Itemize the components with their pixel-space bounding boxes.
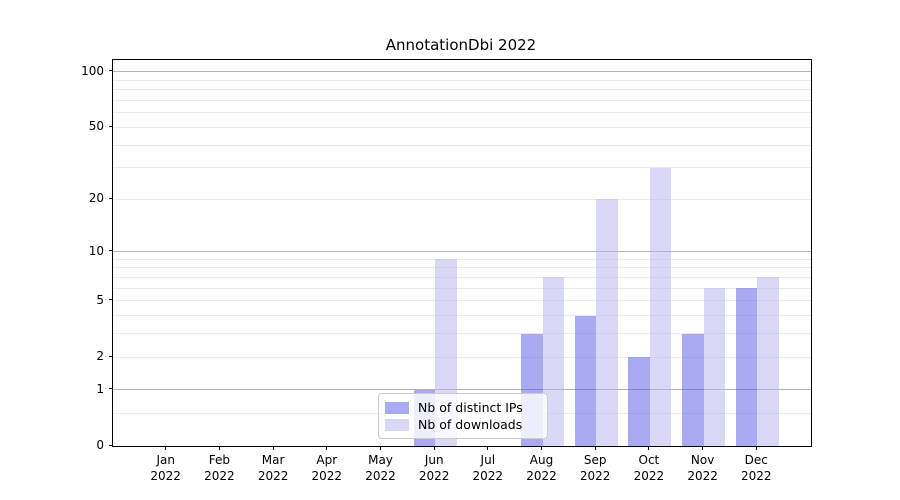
gridline-7 — [113, 276, 811, 278]
y-tick-mark-50 — [109, 125, 113, 127]
legend-label-distinct-ips: Nb of distinct IPs — [418, 400, 523, 415]
x-tick-mark-apr — [326, 446, 328, 450]
bar-downloads-dec — [757, 277, 779, 446]
gridline-5 — [113, 300, 811, 302]
x-tick-mark-feb — [218, 446, 220, 450]
gridline-50 — [113, 126, 811, 128]
x-tick-mark-dec — [755, 446, 757, 450]
x-tick-label-jan: Jan 2022 — [150, 453, 181, 483]
y-tick-label-1: 1 — [96, 381, 104, 396]
y-tick-label-50: 50 — [88, 119, 104, 134]
x-tick-label-jun: Jun 2022 — [418, 453, 450, 483]
bar-distinct-ips-dec — [735, 288, 758, 446]
gridline-100 — [113, 71, 811, 73]
x-tick-label-aug: Aug 2022 — [526, 453, 557, 483]
y-tick-mark-5 — [109, 299, 113, 301]
legend-item-distinct-ips: Nb of distinct IPs — [385, 399, 539, 416]
x-tick-mark-aug — [541, 446, 542, 450]
y-tick-label-10: 10 — [88, 243, 104, 258]
x-tick-mark-may — [380, 446, 381, 450]
legend-swatch-distinct-ips — [385, 401, 409, 414]
gridline-9 — [113, 258, 811, 260]
bar-downloads-sep — [596, 199, 618, 446]
chart-title: AnnotationDbi 2022 — [385, 36, 537, 54]
x-tick-label-dec: Dec 2022 — [741, 453, 772, 483]
gridline-4 — [113, 315, 811, 316]
bar-distinct-ips-nov — [682, 333, 704, 446]
x-tick-label-mar: Mar 2022 — [257, 453, 289, 483]
gridline-70 — [113, 100, 811, 101]
gridline-6 — [113, 287, 811, 289]
x-tick-mark-jul — [487, 446, 489, 450]
gridline-1 — [113, 389, 811, 391]
x-tick-mark-mar — [272, 446, 274, 450]
gridline-10 — [113, 251, 811, 253]
x-tick-mark-sep — [594, 446, 596, 450]
gridline-20 — [113, 198, 811, 200]
x-tick-mark-oct — [648, 446, 650, 450]
y-tick-mark-100 — [109, 70, 113, 72]
bar-downloads-oct — [649, 167, 672, 446]
y-tick-label-5: 5 — [96, 292, 104, 307]
x-tick-label-jul: Jul 2022 — [472, 453, 504, 483]
y-tick-label-2: 2 — [96, 349, 104, 363]
y-tick-mark-10 — [109, 250, 113, 252]
x-tick-label-sep: Sep 2022 — [579, 453, 611, 483]
y-tick-mark-20 — [109, 197, 113, 199]
y-tick-mark-2 — [109, 355, 113, 357]
plot-area: Nb of distinct IPs Nb of downloads — [112, 59, 812, 447]
y-tick-label-20: 20 — [88, 191, 104, 206]
y-tick-mark-1 — [109, 388, 113, 390]
gridline-30 — [113, 167, 811, 169]
x-tick-label-feb: Feb 2022 — [204, 453, 235, 483]
bar-distinct-ips-oct — [628, 357, 650, 446]
legend-swatch-downloads — [385, 418, 409, 431]
gridline-8 — [113, 267, 811, 269]
x-tick-label-oct: Oct 2022 — [633, 453, 665, 483]
legend: Nb of distinct IPs Nb of downloads — [378, 393, 548, 439]
x-tick-mark-nov — [702, 446, 704, 450]
x-tick-label-may: May 2022 — [365, 453, 396, 483]
gridline-60 — [113, 112, 811, 114]
gridline-2 — [113, 356, 811, 358]
y-tick-mark-0 — [109, 444, 113, 446]
gridline-80 — [113, 89, 811, 91]
x-tick-label-nov: Nov 2022 — [687, 453, 718, 483]
x-tick-mark-jan — [165, 446, 167, 450]
bar-downloads-nov — [703, 288, 726, 446]
x-tick-mark-jun — [433, 446, 435, 450]
x-tick-label-apr: Apr 2022 — [311, 453, 343, 483]
gridline-90 — [113, 79, 811, 81]
gridline-40 — [113, 144, 811, 146]
legend-label-downloads: Nb of downloads — [418, 417, 523, 432]
gridline-3 — [113, 333, 811, 335]
bar-distinct-ips-sep — [574, 315, 597, 446]
legend-item-downloads: Nb of downloads — [385, 416, 539, 433]
y-tick-label-0: 0 — [96, 438, 104, 452]
y-tick-label-100: 100 — [81, 63, 104, 78]
